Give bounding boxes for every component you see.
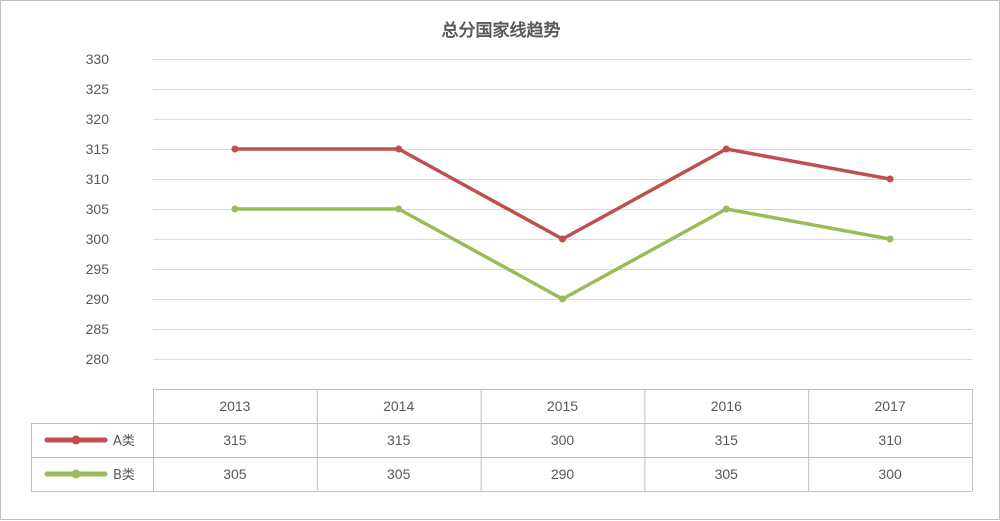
table-cell-value: 300: [551, 432, 575, 448]
y-tick-label: 295: [86, 261, 110, 277]
table-cell-value: 305: [223, 466, 247, 482]
table-cell-value: 315: [715, 432, 739, 448]
y-tick-label: 315: [86, 141, 110, 157]
y-tick-label: 330: [86, 51, 110, 67]
y-tick-label: 320: [86, 111, 110, 127]
x-tick-label: 2014: [383, 398, 414, 414]
y-axis-ticks: 280 285 290 295 300 305 310 315 320 325 330: [86, 51, 110, 367]
data-point: [395, 145, 403, 153]
table-cell-value: 305: [715, 466, 739, 482]
data-point: [231, 145, 239, 153]
table-cell-value: 305: [387, 466, 411, 482]
y-tick-label: 280: [86, 351, 110, 367]
x-tick-label: 2016: [711, 398, 742, 414]
series-lines: [231, 145, 894, 303]
legend-marker: [71, 435, 81, 445]
y-tick-label: 305: [86, 201, 110, 217]
data-point: [722, 145, 730, 153]
y-tick-label: 325: [86, 81, 110, 97]
y-tick-label: 285: [86, 321, 110, 337]
y-tick-label: 310: [86, 171, 110, 187]
table-cell-value: 315: [387, 432, 411, 448]
y-tick-label: 290: [86, 291, 110, 307]
data-point: [395, 205, 403, 213]
table-cell-value: 300: [878, 466, 902, 482]
data-table: 2013 2014 2015 2016 2017 A类 315 315 300 315 310 B类 3…: [31, 389, 973, 492]
data-point: [886, 235, 894, 243]
series-line: [233, 207, 892, 301]
x-tick-label: 2015: [547, 398, 578, 414]
table-cell-value: 315: [223, 432, 247, 448]
x-tick-label: 2017: [875, 398, 906, 414]
chart-title: 总分国家线趋势: [442, 20, 561, 41]
data-point: [559, 235, 566, 243]
legend-label: B类: [113, 468, 135, 483]
data-point: [231, 205, 239, 213]
y-tick-label: 300: [86, 231, 110, 247]
data-point: [722, 205, 730, 213]
data-point: [559, 295, 566, 303]
legend-label: A类: [113, 434, 135, 449]
legend-marker: [71, 469, 81, 479]
series-line: [233, 147, 892, 241]
data-point: [886, 175, 894, 183]
table-cell-value: 310: [878, 432, 902, 448]
table-cell-value: 290: [551, 466, 575, 482]
x-tick-label: 2013: [219, 398, 250, 414]
